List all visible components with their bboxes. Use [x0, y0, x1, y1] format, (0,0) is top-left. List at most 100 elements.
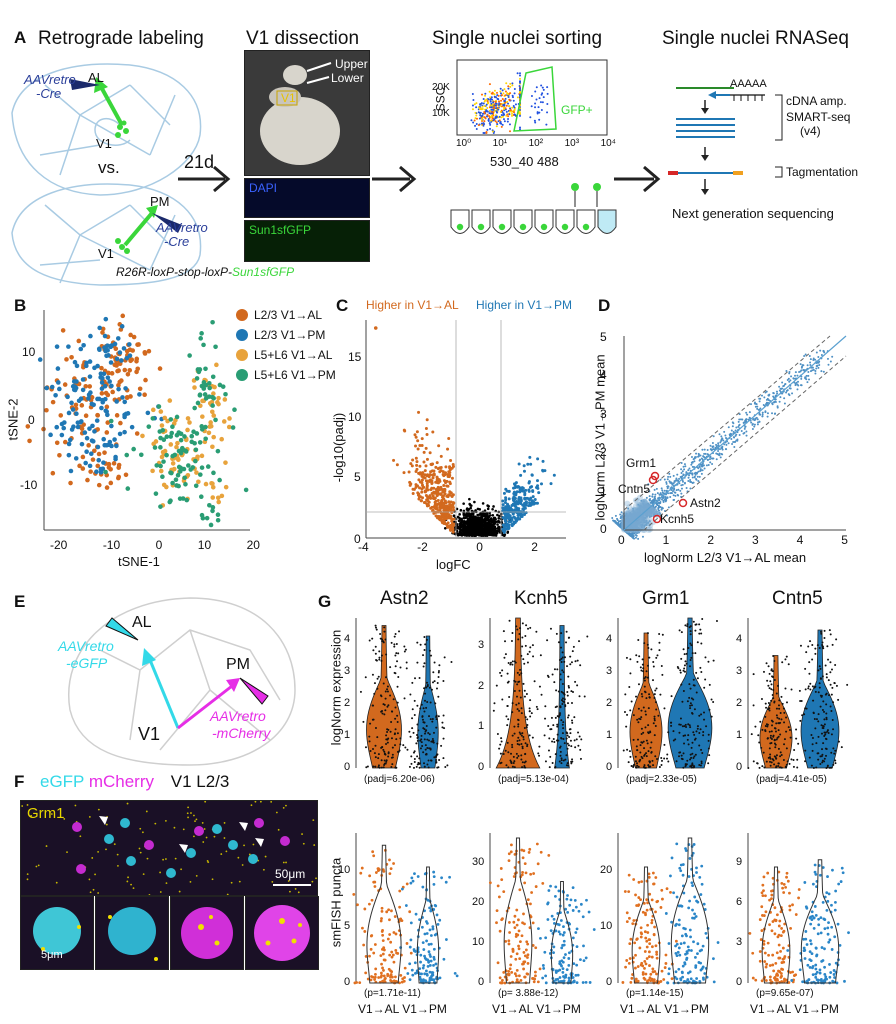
- expression-point: [420, 741, 423, 744]
- gene-mean-point: [651, 502, 654, 505]
- volcano-point: [441, 490, 445, 494]
- facs-event: [494, 116, 497, 119]
- gene-mean-point: [781, 387, 784, 390]
- puncta-point: [438, 918, 442, 922]
- gene-mean-point: [624, 514, 631, 521]
- fish-puncta: [220, 853, 223, 855]
- facs-event: [492, 108, 495, 111]
- gene-mean-point: [794, 371, 797, 374]
- tsne-point: [209, 409, 215, 415]
- volcano-point: [420, 481, 424, 485]
- facs-event: [496, 97, 499, 100]
- egfp-cell: [126, 856, 136, 866]
- tsne-point: [109, 371, 115, 376]
- puncta-point: [359, 871, 363, 875]
- expression-point: [429, 718, 432, 721]
- expression-point: [437, 695, 440, 698]
- gene-mean-point: [745, 430, 748, 433]
- facs-event: [505, 110, 508, 113]
- fish-puncta: [285, 804, 287, 807]
- volcano-point: [512, 515, 516, 519]
- tsne-point: [80, 454, 86, 460]
- mean-xticks: 0 1 2 3 4 5: [618, 533, 848, 547]
- gene-mean-point: [631, 526, 634, 529]
- facs-event: [500, 116, 503, 119]
- tsne-point: [157, 366, 163, 371]
- volcano-point: [418, 495, 422, 499]
- volcano-point: [522, 464, 526, 468]
- label-pm-bottom: PM: [150, 194, 170, 209]
- volcano-point: [445, 479, 449, 483]
- facs-event: [510, 114, 513, 117]
- tsne-point: [91, 402, 96, 408]
- gene-mean-point: [637, 531, 640, 534]
- mean-yticks: 0 1 2 3 4 5: [600, 330, 607, 536]
- volcano-point: [463, 533, 467, 536]
- volcano-point: [505, 524, 509, 528]
- tsne-point: [201, 342, 206, 348]
- gene-mean-point: [624, 509, 631, 516]
- gene-mean-point: [655, 510, 658, 513]
- gene-mean-point: [639, 500, 646, 507]
- volcano-point: [431, 508, 435, 512]
- tsne-point: [78, 419, 83, 425]
- tube-icon: [492, 209, 512, 234]
- virus-top-1: AAVretro: [24, 72, 76, 87]
- egfp-cell: [104, 834, 114, 844]
- label-lower: Lower: [331, 71, 364, 85]
- expression-point: [441, 721, 444, 724]
- volcano-point: [432, 469, 436, 473]
- puncta-point: [425, 932, 429, 935]
- gene-mean-point: [645, 523, 648, 526]
- gene-mean-point: [693, 457, 696, 460]
- gene-mean-point: [712, 445, 715, 448]
- puncta-point: [389, 979, 392, 982]
- tsne-point: [181, 466, 187, 472]
- volcano-point: [510, 522, 514, 526]
- gene-mean-point: [641, 498, 648, 505]
- tsne-point: [185, 416, 191, 421]
- tsne-point: [37, 357, 43, 362]
- facs-event: [485, 109, 488, 112]
- gene-dot-astn2: [678, 498, 688, 508]
- gene-mean-point: [820, 370, 823, 373]
- facs-event: [483, 104, 486, 107]
- gene-mean-point: [674, 479, 677, 482]
- volcano-ytick: 5: [354, 470, 361, 484]
- virus-bottom-1: AAVretro: [156, 220, 208, 235]
- gene-mean-point: [641, 498, 648, 505]
- gene-mean-point: [651, 493, 654, 496]
- gene-mean-point: [634, 509, 641, 516]
- tsne-point: [44, 407, 49, 413]
- expression-point: [380, 766, 383, 769]
- volcano-point: [502, 491, 506, 495]
- tsne-point: [210, 484, 216, 490]
- volcano-point: [473, 518, 476, 521]
- gene-mean-point: [806, 364, 809, 367]
- volcano-point: [519, 473, 523, 477]
- gene-mean-point: [648, 499, 651, 502]
- gene-mean-point: [701, 458, 704, 461]
- gene-mean-point: [631, 516, 638, 523]
- volcano-point: [437, 486, 441, 490]
- facs-event: [519, 108, 521, 111]
- volcano-point: [443, 516, 447, 520]
- gene-mean-point: [826, 357, 829, 360]
- volcano-point: [496, 523, 499, 526]
- mean-ytick: 3: [600, 406, 607, 421]
- puncta-point: [379, 971, 383, 975]
- gene-mean-point: [705, 464, 708, 467]
- mean-ytick: 1: [600, 483, 607, 498]
- expression-point: [435, 718, 438, 721]
- gene-mean-point: [646, 509, 653, 516]
- puncta-point: [381, 933, 385, 937]
- expression-point: [422, 654, 425, 657]
- gene-mean-point: [697, 455, 700, 458]
- puncta-point: [368, 902, 371, 906]
- gene-mean-point: [682, 473, 685, 476]
- volcano-point: [452, 514, 456, 517]
- gene-mean-point: [680, 472, 683, 475]
- expression-point: [423, 699, 426, 702]
- tsne-point: [128, 357, 133, 363]
- expression-point: [413, 757, 416, 760]
